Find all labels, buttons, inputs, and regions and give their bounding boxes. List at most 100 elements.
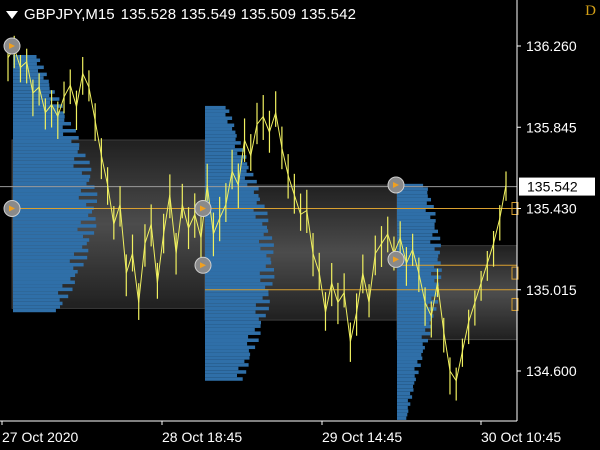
- volume-profile-bar: [13, 76, 44, 80]
- volume-profile-bar: [397, 370, 419, 375]
- volume-profile-bar: [397, 208, 426, 212]
- volume-profile-bar: [205, 310, 256, 314]
- volume-profile-bar: [13, 203, 87, 207]
- volume-profile-bar: [205, 155, 247, 159]
- volume-profile-bar: [205, 236, 273, 240]
- volume-profile-bar: [13, 298, 60, 302]
- profile-marker-arrow: [9, 205, 15, 212]
- volume-profile-bar: [13, 146, 80, 151]
- volume-profile-bar: [13, 252, 74, 256]
- volume-profile-bar: [13, 174, 91, 179]
- volume-profile-bar: [13, 104, 63, 108]
- volume-profile-bar: [205, 324, 261, 328]
- volume-profile-bar: [13, 305, 60, 309]
- volume-profile-bar: [397, 342, 423, 346]
- volume-profile-bar: [397, 226, 435, 230]
- volume-profile-bar: [205, 271, 260, 276]
- level-edge-mark: [511, 297, 519, 311]
- volume-profile-bar: [397, 352, 422, 357]
- volume-profile-bar: [205, 116, 233, 120]
- volume-profile-bar: [397, 384, 413, 389]
- volume-profile-bar: [205, 243, 274, 247]
- volume-profile-bar: [205, 299, 270, 304]
- volume-profile-bar: [397, 201, 427, 205]
- volume-profile-bar: [205, 194, 259, 198]
- volume-profile-bar: [397, 310, 430, 315]
- volume-profile-bar: [13, 65, 44, 70]
- volume-profile-bar: [13, 114, 65, 119]
- volume-profile-bar: [205, 134, 237, 138]
- volume-profile-bar: [205, 345, 256, 350]
- volume-profile-bar: [13, 100, 51, 105]
- current-price-box: [519, 177, 595, 196]
- volume-profile-bar: [205, 334, 249, 339]
- volume-profile-bar: [397, 247, 435, 251]
- volume-profile-bar: [397, 307, 437, 311]
- volume-profile-bar: [205, 190, 254, 194]
- time-tick-label: 30 Oct 10:45: [481, 429, 561, 445]
- volume-profile-bar: [205, 260, 272, 265]
- volume-profile-bar: [13, 157, 75, 161]
- volume-profile-bar: [397, 412, 408, 417]
- volume-profile-bar: [13, 97, 60, 101]
- price-tick-label: 135.015: [526, 282, 577, 298]
- volume-profile-bar: [205, 105, 226, 110]
- volume-profile-bar: [13, 262, 84, 267]
- volume-profile-bar: [397, 314, 434, 318]
- volume-profile-bar: [13, 153, 86, 158]
- volume-profile-bar: [397, 190, 428, 195]
- volume-profile-bar: [13, 259, 70, 263]
- profile-marker-arrow: [9, 43, 15, 49]
- volume-profile-bar: [13, 192, 98, 196]
- volume-profile-bar: [205, 264, 266, 268]
- volume-profile-bar: [205, 112, 226, 117]
- volume-profile-bar: [13, 111, 65, 115]
- volume-profile-bar: [205, 222, 263, 226]
- volume-profile-bar: [397, 229, 438, 234]
- level-edge-mark: [511, 266, 519, 280]
- volume-profile-bar: [205, 176, 245, 180]
- volume-profile-bar: [205, 366, 239, 371]
- volume-profile-bar: [205, 120, 228, 124]
- volume-profile-bar: [205, 250, 274, 254]
- volume-profile-bar: [13, 136, 79, 140]
- volume-profile-bar: [397, 377, 416, 382]
- volume-profile-bar: [397, 233, 433, 237]
- volume-profile-bar: [205, 373, 237, 378]
- volume-profile-bar: [13, 227, 78, 232]
- volume-profile-bar: [205, 144, 235, 149]
- volume-profile-bar: [397, 331, 431, 336]
- volume-profile-bar: [205, 275, 275, 279]
- volume-profile-bar: [397, 289, 436, 294]
- time-tick-label: 27 Oct 2020: [2, 429, 78, 445]
- volume-profile-bar: [13, 72, 47, 77]
- volume-profile-bar: [397, 345, 425, 350]
- volume-profile-bar: [205, 208, 254, 212]
- volume-profile-bar: [13, 224, 97, 228]
- volume-profile-bar: [205, 268, 274, 272]
- volume-profile-bar: [13, 238, 90, 242]
- profile-marker-arrow: [200, 205, 206, 212]
- volume-profile-bar: [397, 219, 436, 223]
- volume-profile-bar: [397, 204, 434, 209]
- ohlc-values: 135.528 135.549 135.509 135.542: [120, 6, 357, 23]
- profile-marker-arrow: [200, 262, 206, 269]
- volume-profile-bar: [205, 201, 257, 205]
- volume-profile-bar: [397, 222, 435, 227]
- volume-profile-bar: [13, 280, 75, 285]
- volume-profile-bar: [205, 239, 259, 244]
- volume-profile-bar: [397, 215, 431, 220]
- volume-profile-bar: [13, 118, 65, 122]
- profile-marker-arrow: [393, 182, 399, 189]
- volume-profile-bar: [13, 234, 83, 239]
- volume-profile-bar: [397, 240, 431, 244]
- volume-profile-bar: [397, 335, 422, 339]
- volume-profile-bar: [205, 292, 269, 297]
- dropdown-triangle-icon[interactable]: [6, 10, 18, 19]
- volume-profile-bar: [397, 293, 439, 297]
- volume-profile-bar: [397, 356, 423, 361]
- volume-profile-bar: [13, 178, 90, 182]
- volume-profile-bar: [205, 359, 245, 364]
- volume-profile-bar: [205, 232, 264, 237]
